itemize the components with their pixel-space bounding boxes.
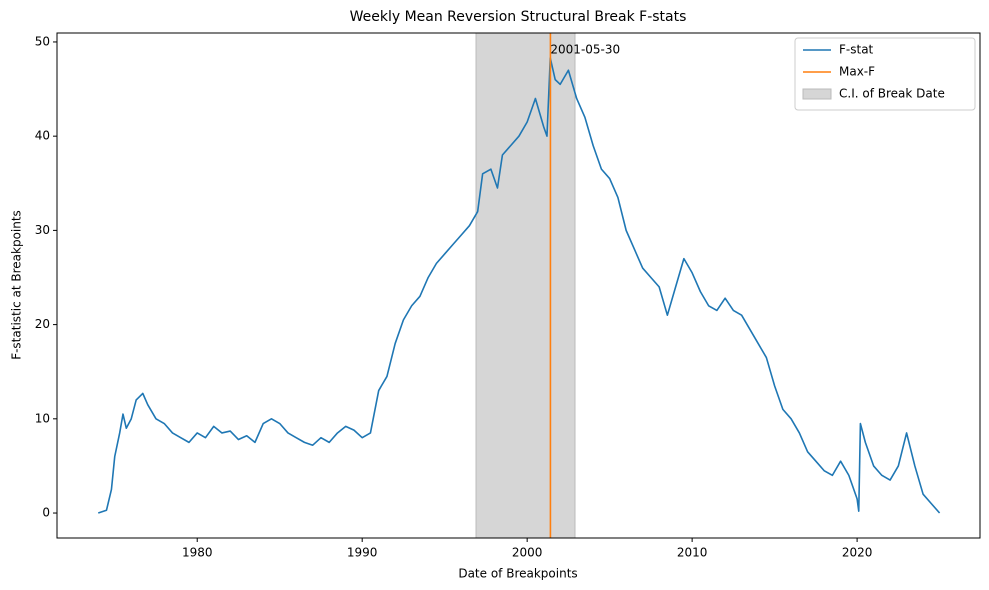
annotation: 2001-05-30	[550, 42, 620, 56]
y-tick-label: 20	[35, 317, 50, 331]
x-tick-label: 2020	[842, 546, 873, 560]
legend-label: Max-F	[839, 65, 875, 79]
x-tick-label: 2010	[677, 546, 708, 560]
y-tick-label: 50	[35, 34, 50, 48]
x-axis-label: Date of Breakpoints	[458, 567, 577, 581]
data-line	[97, 57, 941, 514]
plot-frame	[56, 32, 981, 539]
chart-title: Weekly Mean Reversion Structural Break F…	[350, 9, 687, 25]
legend-swatch	[802, 88, 832, 100]
y-tick-label: 30	[35, 223, 50, 237]
legend-label: C.I. of Break Date	[839, 87, 945, 101]
y-axis-label: F-statistic at Breakpoints	[10, 210, 24, 360]
legend-label: F-stat	[839, 43, 874, 57]
ci-band	[475, 32, 576, 539]
y-tick-label: 10	[35, 411, 50, 425]
x-tick-label: 1980	[182, 546, 213, 560]
y-tick-label: 40	[35, 129, 50, 143]
y-tick-label: 0	[42, 506, 50, 520]
x-tick-label: 2000	[512, 546, 543, 560]
legend-box	[794, 37, 976, 111]
x-tick-label: 1990	[347, 546, 378, 560]
